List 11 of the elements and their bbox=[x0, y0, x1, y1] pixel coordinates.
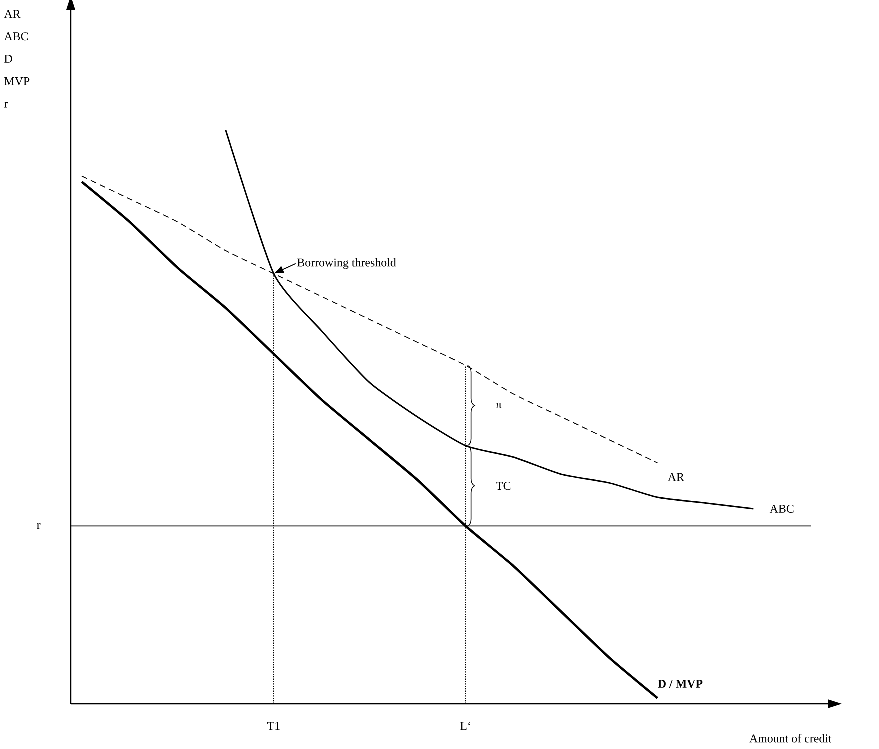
ref-line-label: r bbox=[37, 523, 41, 530]
series-label: AR bbox=[668, 473, 684, 482]
x-tick-label: L‘ bbox=[460, 722, 470, 730]
annotation: Borrowing threshold bbox=[297, 258, 396, 270]
x-axis-title: Amount of credit bbox=[750, 734, 832, 743]
x-tick-label: T1 bbox=[268, 722, 280, 730]
annotation: TC bbox=[496, 482, 511, 490]
annotation: π bbox=[496, 402, 502, 409]
text: AR ABC D MVP r bbox=[4, 10, 30, 108]
series-label: D / MVP bbox=[658, 680, 703, 688]
series-label: ABC bbox=[770, 504, 794, 513]
